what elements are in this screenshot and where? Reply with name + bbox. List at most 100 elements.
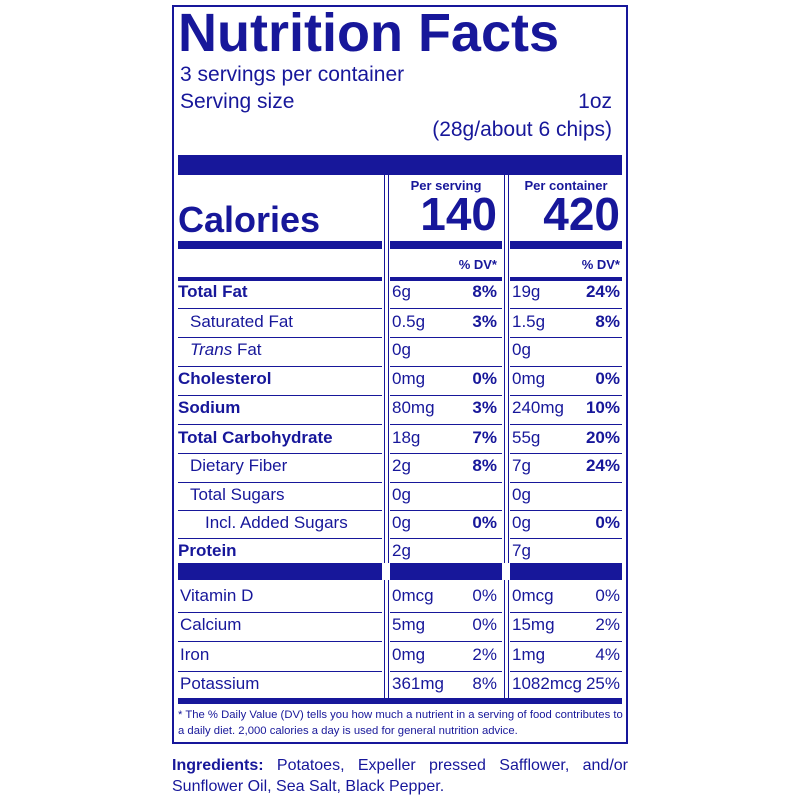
nutrient-name-rest: Fat	[236, 339, 262, 359]
serving-size: 1oz	[578, 90, 612, 114]
nutrient-name-italic: Trans	[190, 339, 233, 359]
calories-value: 420	[543, 187, 620, 240]
rule	[390, 481, 502, 483]
amount: 0g	[392, 339, 411, 359]
dv-header: % DV*	[581, 256, 620, 272]
vitamin-name: Vitamin D	[180, 585, 254, 605]
rule	[178, 365, 382, 367]
rule	[510, 308, 622, 309]
amount: 6g	[392, 281, 411, 301]
rule	[510, 670, 622, 672]
rule	[390, 538, 502, 539]
ingredients-text: Potatoes, Expeller pressed Safflower, an…	[172, 757, 628, 795]
amount: 0g	[512, 339, 531, 359]
daily-value: 10%	[585, 397, 620, 417]
daily-value: 3%	[472, 311, 497, 331]
amount: 0g	[392, 512, 411, 532]
amount: 0mcg	[392, 585, 434, 605]
ingredients-label: Ingredients:	[172, 757, 264, 774]
amount: 55g	[512, 427, 541, 447]
rule	[384, 175, 385, 563]
nutrient-name: Saturated Fat	[190, 311, 294, 331]
rule	[178, 277, 382, 281]
rule	[390, 337, 502, 338]
calories-label: Calories	[178, 199, 321, 241]
ingredients: Ingredients: Potatoes, Expeller pressed …	[172, 755, 628, 797]
dv-header: % DV*	[458, 256, 497, 272]
rule	[390, 365, 502, 367]
rule	[390, 611, 502, 613]
rule	[390, 563, 502, 580]
daily-value: 0%	[472, 614, 497, 634]
daily-value: 3%	[472, 397, 497, 417]
rule	[384, 580, 385, 698]
rule	[510, 510, 622, 511]
rule	[510, 241, 622, 249]
rule	[510, 277, 622, 281]
rule	[178, 641, 382, 642]
daily-value: 0%	[472, 512, 497, 532]
daily-value: 8%	[472, 673, 497, 693]
serving-size-detail: (28g/about 6 chips)	[432, 118, 612, 142]
nutrient-name: Total Carbohydrate	[178, 427, 333, 447]
rule	[178, 510, 382, 511]
amount: 0g	[512, 484, 531, 504]
daily-value: 20%	[585, 427, 620, 447]
rule	[508, 175, 509, 563]
rule	[510, 611, 622, 613]
rule	[510, 365, 622, 367]
amount: 361mg	[392, 673, 444, 693]
rule	[388, 175, 389, 563]
amount: 1mg	[512, 644, 546, 664]
rule	[510, 337, 622, 338]
rule	[510, 563, 622, 580]
rule	[178, 337, 382, 338]
rule	[178, 698, 622, 704]
rule	[508, 580, 509, 698]
rule	[504, 580, 505, 698]
rule	[390, 453, 502, 454]
rule	[178, 481, 382, 483]
nutrient-name: Cholesterol	[178, 368, 272, 388]
column-header: Per serving	[410, 177, 482, 193]
amount: 15mg	[512, 614, 555, 634]
vitamin-name: Potassium	[180, 673, 260, 693]
amount: 0mg	[512, 368, 546, 388]
rule	[390, 424, 502, 425]
rule	[178, 563, 382, 580]
rule	[390, 241, 502, 249]
nutrient-name: Protein	[178, 540, 237, 560]
nutrient-name: Trans Fat	[190, 341, 262, 358]
rule	[390, 394, 502, 396]
amount: 0mcg	[512, 585, 554, 605]
amount: 0mg	[392, 368, 426, 388]
daily-value: 8%	[595, 311, 620, 331]
rule	[510, 538, 622, 539]
daily-value: 2%	[595, 614, 620, 634]
amount: 240mg	[512, 397, 564, 417]
rule	[390, 308, 502, 309]
daily-value: 2%	[472, 644, 497, 664]
amount: 2g	[392, 540, 411, 560]
amount: 0.5g	[392, 311, 426, 331]
nutrient-name: Total Sugars	[190, 484, 285, 504]
nutrient-name: Total Fat	[178, 281, 248, 301]
rule	[178, 155, 622, 175]
rule	[178, 424, 382, 425]
rule	[510, 453, 622, 454]
rule	[178, 611, 382, 613]
rule	[510, 641, 622, 642]
rule	[178, 308, 382, 309]
rule	[510, 424, 622, 425]
daily-value: 8%	[472, 281, 497, 301]
rule	[510, 394, 622, 396]
vitamin-name: Iron	[180, 644, 210, 664]
daily-value: 24%	[585, 281, 620, 301]
rule	[510, 481, 622, 483]
rule	[390, 670, 502, 672]
rule	[178, 241, 382, 249]
rule	[390, 277, 502, 281]
rule	[178, 670, 382, 672]
vitamin-name: Calcium	[180, 614, 242, 634]
